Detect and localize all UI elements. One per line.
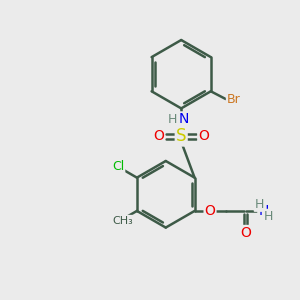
Text: Br: Br	[227, 92, 241, 106]
Text: N: N	[258, 204, 269, 218]
Text: S: S	[176, 127, 187, 145]
Text: O: O	[198, 129, 209, 143]
Text: O: O	[205, 204, 215, 218]
Text: N: N	[179, 112, 189, 126]
Text: O: O	[153, 129, 164, 143]
Text: CH₃: CH₃	[112, 216, 133, 226]
Text: H: H	[255, 198, 264, 211]
Text: O: O	[240, 226, 251, 240]
Text: Cl: Cl	[112, 160, 124, 173]
Text: H: H	[168, 113, 177, 126]
Text: H: H	[263, 210, 273, 223]
